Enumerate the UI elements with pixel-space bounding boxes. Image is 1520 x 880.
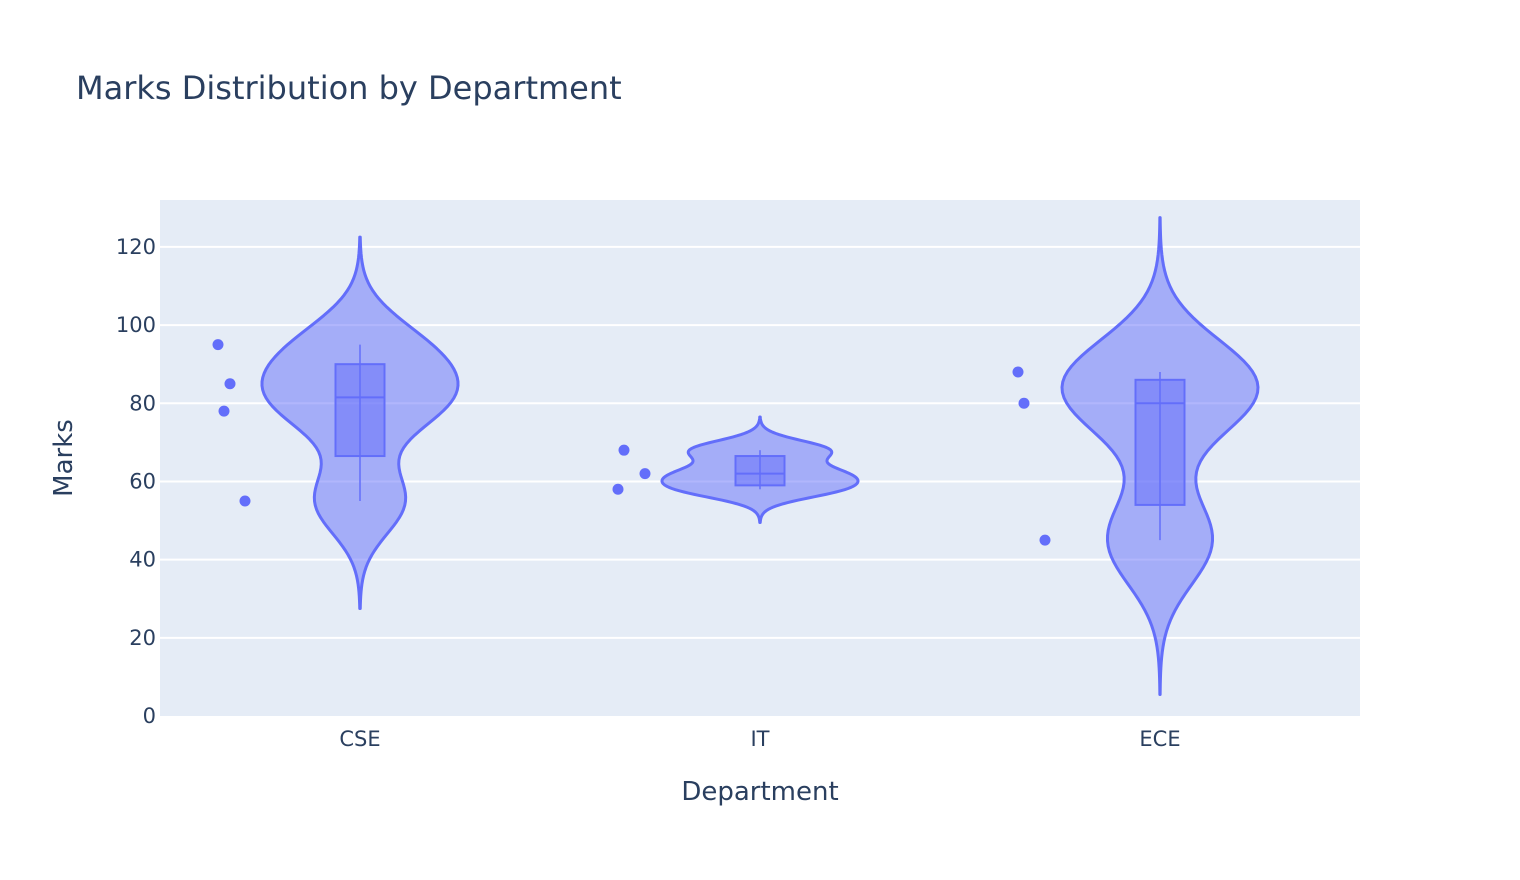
y-tick-label: 100 xyxy=(116,313,156,337)
data-point xyxy=(1039,534,1051,546)
box-iqr xyxy=(334,363,386,458)
x-axis-ticks: CSE IT ECE xyxy=(339,727,1180,751)
box-iqr xyxy=(1134,378,1186,506)
data-point xyxy=(218,405,230,417)
x-tick-label: ECE xyxy=(1139,727,1180,751)
x-axis-title: Department xyxy=(681,777,838,807)
data-point xyxy=(212,339,224,351)
data-point xyxy=(618,444,630,456)
data-point xyxy=(612,483,624,495)
data-point xyxy=(639,468,651,480)
y-tick-label: 60 xyxy=(129,469,156,493)
data-point xyxy=(224,378,236,390)
chart-title: Marks Distribution by Department xyxy=(76,69,622,107)
y-tick-label: 0 xyxy=(143,704,156,728)
data-point xyxy=(1012,366,1024,378)
box-iqr xyxy=(734,455,786,487)
y-tick-label: 40 xyxy=(129,548,156,572)
x-tick-label: CSE xyxy=(339,727,380,751)
y-tick-label: 20 xyxy=(129,626,156,650)
data-point xyxy=(1018,397,1030,409)
violin-marks xyxy=(212,216,1260,696)
data-point xyxy=(239,495,251,507)
y-axis-title: Marks xyxy=(49,419,79,497)
y-axis-ticks: 0 20 40 60 80 100 120 xyxy=(116,235,156,728)
y-tick-label: 120 xyxy=(116,235,156,259)
y-tick-label: 80 xyxy=(129,391,156,415)
x-tick-label: IT xyxy=(750,727,769,751)
